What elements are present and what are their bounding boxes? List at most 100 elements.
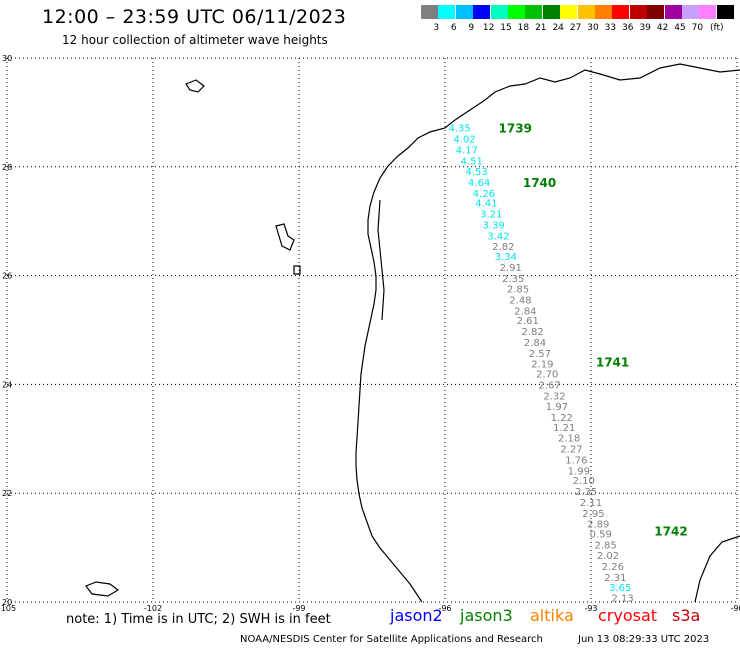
satellite-name: altika [530,606,574,625]
latitude-label: 26 [2,272,12,281]
legend-label: 42 [656,23,669,33]
yucatan-coastline [694,535,740,603]
wave-height-value: 4.41 [475,199,497,210]
legend-label: 39 [639,23,651,33]
legend-label: 30 [587,23,599,33]
wave-height-value: 2.57 [529,349,551,360]
map-subtitle: 12 hour collection of altimeter wave hei… [62,33,328,47]
legend-swatch [595,5,612,19]
legend-label: 15 [500,23,512,33]
wave-height-value: 2.70 [536,370,558,381]
wave-height-value: 4.64 [468,178,490,189]
legend-swatch [490,5,508,19]
gulf-coastline [355,63,740,603]
wave-height-value: 2.82 [492,242,514,253]
time-label: 1739 [499,122,532,136]
longitude-label: -96 [438,604,451,613]
wave-height-value: 2.48 [509,296,531,307]
wave-height-value: 2.26 [602,562,624,573]
altimeter-track: 4.354.024.174.514.534.644.264.413.213.39… [448,122,687,605]
axis-labels: 30 28 26 24 22 20-105 -102 -99 -96 -93 -90 [0,54,740,613]
credit-text: NOAA/NESDIS Center for Satellite Applica… [240,634,543,645]
wave-height-value: 2.19 [531,360,553,371]
wave-height-value: 2.85 [507,285,529,296]
lat-lon-grid [6,57,738,603]
wave-height-value: 4.35 [448,124,470,135]
legend-label: 45 [674,23,686,33]
legend-swatch [682,5,699,19]
wave-height-value: 3.39 [483,220,505,231]
legend-label: 9 [468,23,475,33]
satellite-name: jason3 [460,606,513,625]
wave-height-value: 3.34 [495,252,517,263]
wave-height-value: 3.21 [480,210,502,221]
legend-label: 70 [691,23,704,33]
wave-height-value: 1.21 [553,423,575,434]
legend-swatch [560,5,578,19]
wave-height-value: 2.91 [500,263,522,274]
latitude-label: 22 [2,489,12,498]
satellite-name: jason2 [390,606,443,625]
legend-swatch [612,5,630,19]
generated-timestamp: Jun 13 08:29:33 UTC 2023 [578,634,710,645]
wave-height-value: 2.61 [517,316,539,327]
legend-swatch [421,5,438,19]
legend-swatch [664,5,682,19]
legend-label: 18 [517,23,530,33]
wave-height-value: 1.99 [568,466,590,477]
legend-swatch [716,5,734,19]
legend-swatch [525,5,543,19]
longitude-label: -105 [0,604,16,613]
wave-height-value: 2.10 [573,476,595,487]
legend-swatch [647,5,665,19]
legend-swatch [508,5,525,19]
wave-height-value: 2.84 [514,306,536,317]
wave-height-value: 2.32 [543,391,565,402]
wave-height-value: 1.76 [565,455,587,466]
wave-height-value: 4.53 [466,167,488,178]
legend-swatch [577,5,595,19]
wave-height-value: 3.42 [487,231,509,242]
latitude-label: 28 [2,163,12,172]
wave-height-value: 2.31 [604,573,626,584]
island-2 [275,223,295,251]
longitude-label: -93 [584,604,597,613]
latitude-label: 24 [2,380,12,389]
legend-label: 12 [482,23,495,33]
legend-unit: (ft) [710,23,724,33]
legend-label: 24 [552,23,564,33]
wave-height-value: 1.97 [546,402,568,413]
wave-height-value: 2.13 [612,594,634,605]
wave-height-value: 2.02 [597,551,619,562]
wave-height-value: 2.67 [539,380,561,391]
legend-swatch [438,5,456,19]
wave-height-value: 2.84 [524,338,546,349]
time-label: 1741 [596,356,629,370]
wave-height-value: 4.17 [456,145,478,156]
legend-swatch [699,5,717,19]
wave-height-value: 2.89 [587,520,609,531]
footer-note: note: 1) Time is in UTC; 2) SWH is in fe… [66,612,331,627]
coastline [85,63,740,603]
wave-height-value: 2.85 [594,540,616,551]
latitude-label: 30 [2,54,12,63]
wave-height-value: 2.95 [582,509,604,520]
legend-label: 33 [604,23,617,33]
island-3 [293,265,301,275]
legend-label: 3 [433,23,440,33]
legend-swatch [455,5,473,19]
wave-height-value: 3.65 [609,583,631,594]
longitude-label: -102 [144,604,162,613]
legend-label: 6 [450,23,457,33]
map-title: 12:00 – 23:59 UTC 06/11/2023 [42,6,347,28]
wave-height-value: 4.51 [461,156,483,167]
legend-label: 36 [622,23,634,33]
legend-swatch [542,5,560,19]
wave-height-value: 0.59 [590,529,612,540]
wave-height-value: 2.18 [558,434,580,445]
barrier-island [377,199,385,321]
wave-height-value: 1.22 [551,413,573,424]
island-1 [185,79,205,93]
time-label: 1742 [654,524,687,538]
